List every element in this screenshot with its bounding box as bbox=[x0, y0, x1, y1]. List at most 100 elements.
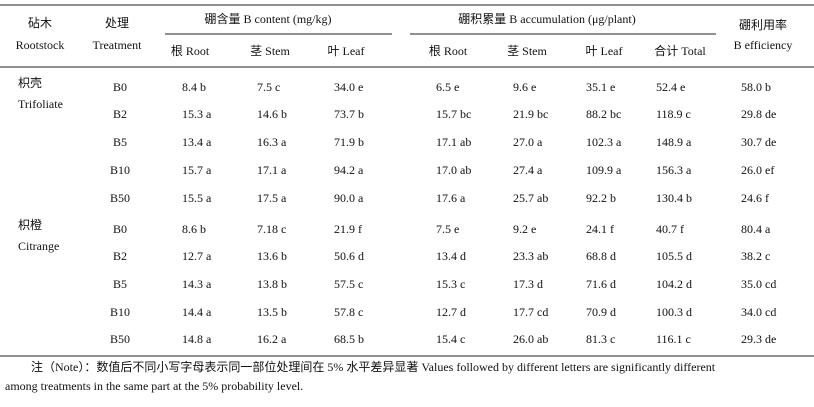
cell: 15.3 c bbox=[436, 277, 465, 291]
cell: 109.9 a bbox=[586, 163, 622, 177]
cell: 26.0 ef bbox=[741, 163, 774, 177]
cell: 81.3 c bbox=[586, 332, 615, 346]
treatment: B50 bbox=[110, 191, 130, 205]
cell: 38.2 c bbox=[741, 249, 770, 263]
cell: 12.7 d bbox=[436, 305, 466, 319]
cell: 130.4 b bbox=[656, 191, 692, 205]
cell: 7.5 c bbox=[257, 80, 280, 94]
cell: 29.8 de bbox=[741, 107, 776, 121]
cell: 57.5 c bbox=[334, 277, 363, 291]
cell: 17.3 d bbox=[513, 277, 543, 291]
cell: 9.2 e bbox=[513, 222, 536, 236]
cell: 8.4 b bbox=[182, 80, 206, 94]
cell: 50.6 d bbox=[334, 249, 364, 263]
rootstock: 枳壳 bbox=[18, 76, 42, 90]
subheader: 茎 Stem bbox=[507, 44, 547, 58]
cell: 13.4 a bbox=[182, 135, 212, 149]
cell: 13.5 b bbox=[257, 305, 287, 319]
cell: 9.6 e bbox=[513, 80, 536, 94]
cell: 16.2 a bbox=[257, 332, 287, 346]
cell: 14.3 a bbox=[182, 277, 212, 291]
cell: 100.3 d bbox=[656, 305, 692, 319]
treatment: B10 bbox=[110, 163, 130, 177]
cell: 15.5 a bbox=[182, 191, 212, 205]
subheader: 茎 Stem bbox=[250, 44, 290, 58]
cell: 35.1 e bbox=[586, 80, 615, 94]
cell: 23.3 ab bbox=[513, 249, 548, 263]
cell: 27.4 a bbox=[513, 163, 543, 177]
subheader: 合计 Total bbox=[654, 43, 706, 58]
cell: 14.8 a bbox=[182, 332, 212, 346]
treatment: B10 bbox=[110, 305, 130, 319]
cell: 17.1 ab bbox=[436, 135, 471, 149]
cell: 25.7 ab bbox=[513, 191, 548, 205]
treatment: B2 bbox=[113, 107, 127, 121]
header: 处理 bbox=[105, 16, 129, 30]
cell: 21.9 bc bbox=[513, 107, 548, 121]
treatment: B0 bbox=[113, 80, 127, 94]
treatment: B0 bbox=[113, 222, 127, 236]
header: Rootstock bbox=[16, 38, 65, 52]
cell: 21.9 f bbox=[334, 222, 362, 236]
subheader: 根 Root bbox=[171, 44, 210, 58]
cell: 71.6 d bbox=[586, 277, 616, 291]
cell: 34.0 e bbox=[334, 80, 363, 94]
cell: 58.0 b bbox=[741, 80, 771, 94]
cell: 92.2 b bbox=[586, 191, 616, 205]
cell: 57.8 c bbox=[334, 305, 363, 319]
rootstock: Trifoliate bbox=[18, 97, 63, 111]
cell: 24.6 f bbox=[741, 191, 769, 205]
cell: 17.7 cd bbox=[513, 305, 548, 319]
cell: 17.6 a bbox=[436, 191, 466, 205]
cell: 12.7 a bbox=[182, 249, 212, 263]
cell: 7.18 c bbox=[257, 222, 286, 236]
cell: 70.9 d bbox=[586, 305, 616, 319]
cell: 29.3 de bbox=[741, 332, 776, 346]
cell: 15.7 a bbox=[182, 163, 212, 177]
cell: 105.5 d bbox=[656, 249, 692, 263]
cell: 17.0 ab bbox=[436, 163, 471, 177]
cell: 15.3 a bbox=[182, 107, 212, 121]
cell: 148.9 a bbox=[656, 135, 692, 149]
header: 砧木 bbox=[28, 16, 52, 30]
cell: 14.6 b bbox=[257, 107, 287, 121]
cell: 6.5 e bbox=[436, 80, 459, 94]
rootstock: Citrange bbox=[18, 239, 59, 253]
note: 注（Note）：数值后不同小写字母表示同一部位处理间在 5% 水平差异显著 Va… bbox=[31, 359, 716, 374]
cell: 15.4 c bbox=[436, 332, 465, 346]
treatment: B2 bbox=[113, 249, 127, 263]
cell: 73.7 b bbox=[334, 107, 364, 121]
note: among treatments in the same part at the… bbox=[5, 379, 303, 393]
rootstock: 枳橙 bbox=[18, 217, 42, 232]
header: Treatment bbox=[93, 38, 143, 52]
header: B efficiency bbox=[734, 38, 793, 52]
header: 硼利用率 bbox=[739, 17, 787, 32]
cell: 68.8 d bbox=[586, 249, 616, 263]
header: 硼积累量 B accumulation (μg/plant) bbox=[458, 12, 635, 26]
cell: 156.3 a bbox=[656, 163, 692, 177]
cell: 80.4 a bbox=[741, 222, 771, 236]
cell: 94.2 a bbox=[334, 163, 364, 177]
subheader: 根 Root bbox=[429, 44, 468, 58]
cell: 68.5 b bbox=[334, 332, 364, 346]
subheader: 叶 Leaf bbox=[586, 44, 623, 58]
cell: 104.2 d bbox=[656, 277, 692, 291]
cell: 30.7 de bbox=[741, 135, 776, 149]
cell: 8.6 b bbox=[182, 222, 206, 236]
cell: 26.0 ab bbox=[513, 332, 548, 346]
cell: 7.5 e bbox=[436, 222, 459, 236]
cell: 35.0 cd bbox=[741, 277, 776, 291]
cell: 52.4 e bbox=[656, 80, 685, 94]
cell: 16.3 a bbox=[257, 135, 287, 149]
cell: 13.6 b bbox=[257, 249, 287, 263]
cell: 17.1 a bbox=[257, 163, 287, 177]
header: 硼含量 B content (mg/kg) bbox=[205, 11, 332, 26]
cell: 17.5 a bbox=[257, 191, 287, 205]
cell: 15.7 bc bbox=[436, 107, 471, 121]
treatment: B50 bbox=[110, 332, 130, 346]
treatment: B5 bbox=[113, 277, 127, 291]
cell: 14.4 a bbox=[182, 305, 212, 319]
cell: 102.3 a bbox=[586, 135, 622, 149]
cell: 40.7 f bbox=[656, 222, 684, 236]
